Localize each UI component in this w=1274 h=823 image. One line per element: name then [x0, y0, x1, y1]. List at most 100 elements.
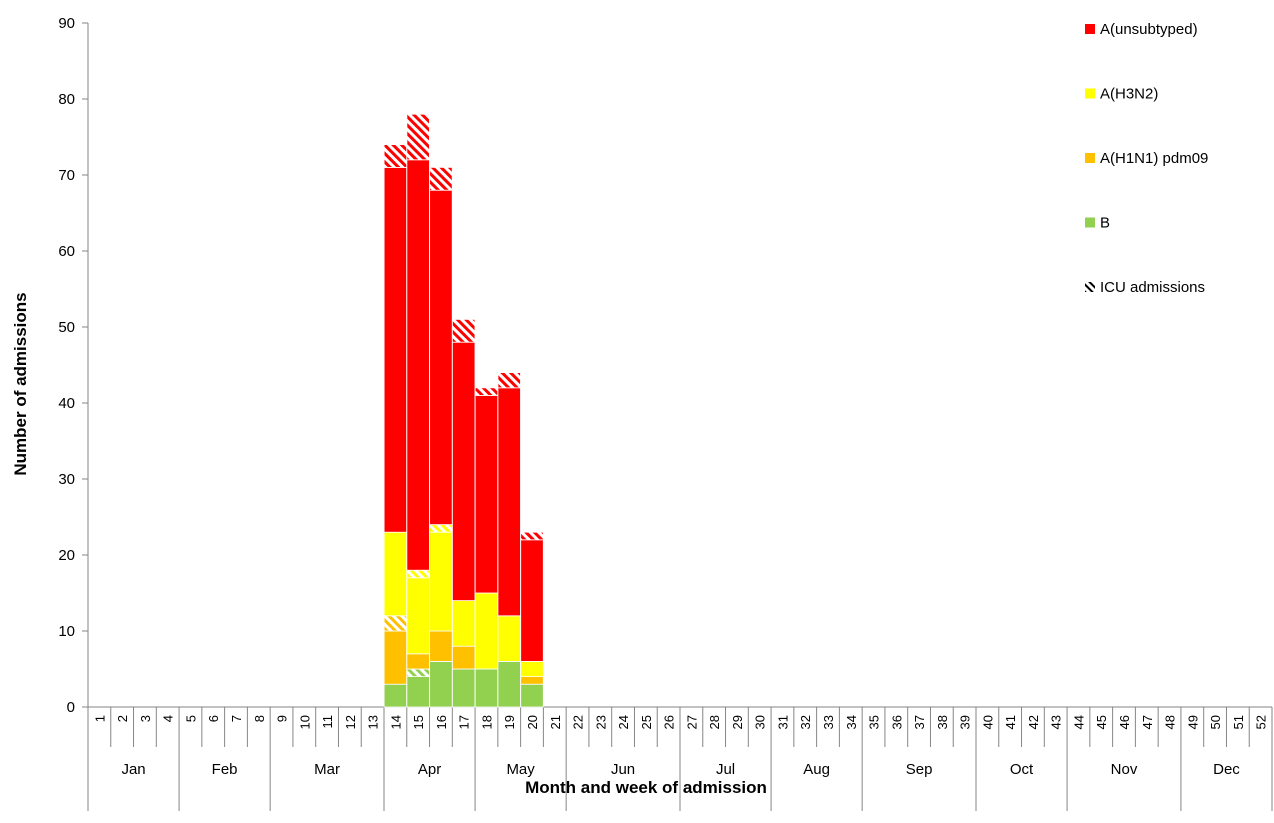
month-label-mar: Mar: [314, 761, 340, 778]
icu-segment-wk16-a-h3n2-: [429, 524, 453, 533]
week-tick-label: 44: [1071, 715, 1086, 729]
legend-label: ICU admissions: [1100, 279, 1205, 296]
bars: [383, 113, 544, 708]
y-tick-label: 90: [58, 15, 75, 32]
week-tick-label: 49: [1185, 715, 1200, 729]
month-label-may: May: [506, 761, 535, 778]
y-tick-label: 50: [58, 319, 75, 336]
week-tick-label: 46: [1117, 715, 1132, 729]
week-tick-label: 26: [662, 715, 677, 729]
week-tick-label: 8: [252, 715, 267, 722]
icu-segment-wk16-a-unsubtyped-: [429, 166, 453, 191]
month-label-jul: Jul: [716, 761, 735, 778]
week-tick-label: 24: [616, 715, 631, 729]
legend-swatch: [1085, 282, 1095, 292]
icu-segment-wk15-a-h3n2-: [406, 569, 430, 579]
week-tick-label: 11: [320, 715, 335, 729]
bar-segment-wk15-a-h3n2-: [406, 577, 430, 655]
week-tick-label: 36: [889, 715, 904, 729]
icu-segment-wk14-a-h1n1-pdm09: [383, 615, 408, 632]
week-tick-label: 32: [798, 715, 813, 729]
week-tick-label: 6: [206, 715, 221, 722]
week-tick-label: 17: [457, 715, 472, 729]
week-tick-label: 39: [958, 715, 973, 729]
y-tick-label: 80: [58, 91, 75, 108]
month-label-jun: Jun: [611, 761, 635, 778]
week-tick-label: 5: [183, 715, 198, 722]
week-tick-label: 18: [479, 715, 494, 729]
week-tick-label: 40: [980, 715, 995, 729]
legend-label: A(H3N2): [1100, 86, 1158, 103]
icu-segment-wk15-b: [406, 668, 430, 677]
week-tick-label: 25: [639, 715, 654, 729]
month-label-apr: Apr: [418, 761, 441, 778]
bar-segment-wk15-b: [406, 676, 430, 708]
legend-label: B: [1100, 215, 1110, 232]
month-label-aug: Aug: [803, 761, 830, 778]
week-tick-label: 12: [343, 715, 358, 729]
week-tick-label: 51: [1231, 715, 1246, 729]
week-tick-label: 3: [138, 715, 153, 722]
month-label-jan: Jan: [121, 761, 145, 778]
y-tick-label: 60: [58, 243, 75, 260]
icu-segment-wk14-a-unsubtyped-: [383, 144, 408, 168]
bar-segment-wk19-b: [497, 661, 521, 708]
week-tick-label: 30: [753, 715, 768, 729]
week-tick-label: 14: [388, 715, 403, 729]
y-tick-label: 40: [58, 395, 75, 412]
icu-segment-wk17-a-unsubtyped-: [452, 318, 476, 343]
week-tick-label: 47: [1140, 715, 1155, 729]
week-tick-label: 33: [821, 715, 836, 729]
legend-swatch: [1085, 24, 1095, 34]
y-tick-label: 10: [58, 623, 75, 640]
y-tick-label: 0: [67, 699, 75, 716]
bar-segment-wk14-a-h1n1-pdm09: [383, 630, 408, 685]
bar-segment-wk16-a-h1n1-pdm09: [429, 630, 453, 662]
week-tick-label: 45: [1094, 715, 1109, 729]
legend-label: A(unsubtyped): [1100, 21, 1198, 38]
icu-segment-wk15-a-unsubtyped-: [406, 113, 430, 161]
legend-swatch: [1085, 153, 1095, 163]
month-label-dec: Dec: [1213, 761, 1240, 778]
week-tick-label: 7: [229, 715, 244, 722]
month-label-feb: Feb: [212, 761, 238, 778]
week-tick-label: 43: [1049, 715, 1064, 729]
bar-segment-wk17-b: [452, 668, 476, 708]
y-tick-label: 30: [58, 471, 75, 488]
week-tick-label: 4: [161, 715, 176, 722]
week-tick-label: 52: [1254, 715, 1269, 729]
week-tick-label: 38: [935, 715, 950, 729]
week-tick-label: 34: [844, 715, 859, 729]
icu-segment-wk18-a-unsubtyped-: [474, 387, 499, 396]
bar-segment-wk20-a-h1n1-pdm09: [520, 676, 544, 685]
week-tick-label: 27: [684, 715, 699, 729]
month-label-oct: Oct: [1010, 761, 1034, 778]
week-tick-label: 19: [502, 715, 517, 729]
week-tick-label: 16: [434, 715, 449, 729]
week-tick-label: 21: [548, 715, 563, 729]
bar-segment-wk17-a-h1n1-pdm09: [452, 645, 476, 670]
week-tick-label: 10: [297, 715, 312, 729]
x-axis-title: Month and week of admission: [525, 778, 767, 797]
bar-segment-wk20-b: [520, 683, 544, 708]
bar-segment-wk19-a-unsubtyped-: [497, 387, 521, 617]
y-tick-label: 20: [58, 547, 75, 564]
bar-segment-wk14-b: [383, 683, 408, 708]
week-tick-label: 23: [593, 715, 608, 729]
week-tick-label: 22: [571, 715, 586, 729]
bar-segment-wk18-a-unsubtyped-: [474, 394, 499, 594]
bar-segment-wk16-a-h3n2-: [429, 531, 453, 632]
week-tick-label: 1: [92, 715, 107, 722]
bar-segment-wk17-a-unsubtyped-: [452, 341, 476, 602]
legend-swatch: [1085, 88, 1095, 99]
bar-segment-wk20-a-h3n2-: [520, 661, 544, 678]
bar-segment-wk16-a-unsubtyped-: [429, 189, 453, 525]
bar-segment-wk14-a-h3n2-: [383, 531, 408, 617]
week-tick-label: 50: [1208, 715, 1223, 729]
bar-segment-wk14-a-unsubtyped-: [383, 166, 408, 533]
bar-segment-wk18-a-h3n2-: [474, 592, 499, 670]
month-label-sep: Sep: [906, 761, 933, 778]
bar-segment-wk18-b: [474, 668, 499, 708]
